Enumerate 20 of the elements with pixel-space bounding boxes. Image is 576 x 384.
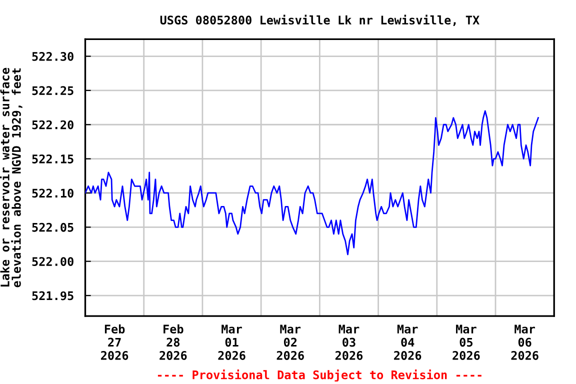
- x-tick-label: Mar 05 2026: [452, 324, 480, 360]
- y-tick-label: 522.25: [32, 86, 74, 96]
- y-tick-label: 522.10: [32, 188, 74, 198]
- x-tick-label: Mar 03 2026: [335, 324, 363, 360]
- line-series: [85, 110, 539, 256]
- y-tick-label: 522.20: [32, 120, 74, 130]
- chart-title: USGS 08052800 Lewisville Lk nr Lewisville, TX: [160, 14, 480, 26]
- x-tick-label: Feb 27 2026: [101, 324, 128, 360]
- y-axis-title: Lake or reservoir water surface elevation above NGVD 1929, feet: [0, 68, 22, 288]
- x-tick-label: Mar 06 2026: [511, 324, 538, 360]
- y-tick-label: 522.00: [32, 257, 74, 266]
- y-tick-label: 522.15: [32, 154, 74, 164]
- x-tick-label: Feb 28 2026: [160, 324, 187, 360]
- x-tick-label: Mar 04 2026: [394, 324, 422, 360]
- text: ---- Provisional Data Subject to Revision ----: [158, 370, 482, 382]
- y-tick-label: 521.95: [32, 291, 74, 300]
- x-tick-label: Mar 02 2026: [276, 324, 304, 360]
- x-tick-label: Mar 01 2026: [218, 324, 246, 360]
- y-tick-label: 522.05: [32, 222, 74, 232]
- y-tick-label: 522.30: [32, 52, 74, 61]
